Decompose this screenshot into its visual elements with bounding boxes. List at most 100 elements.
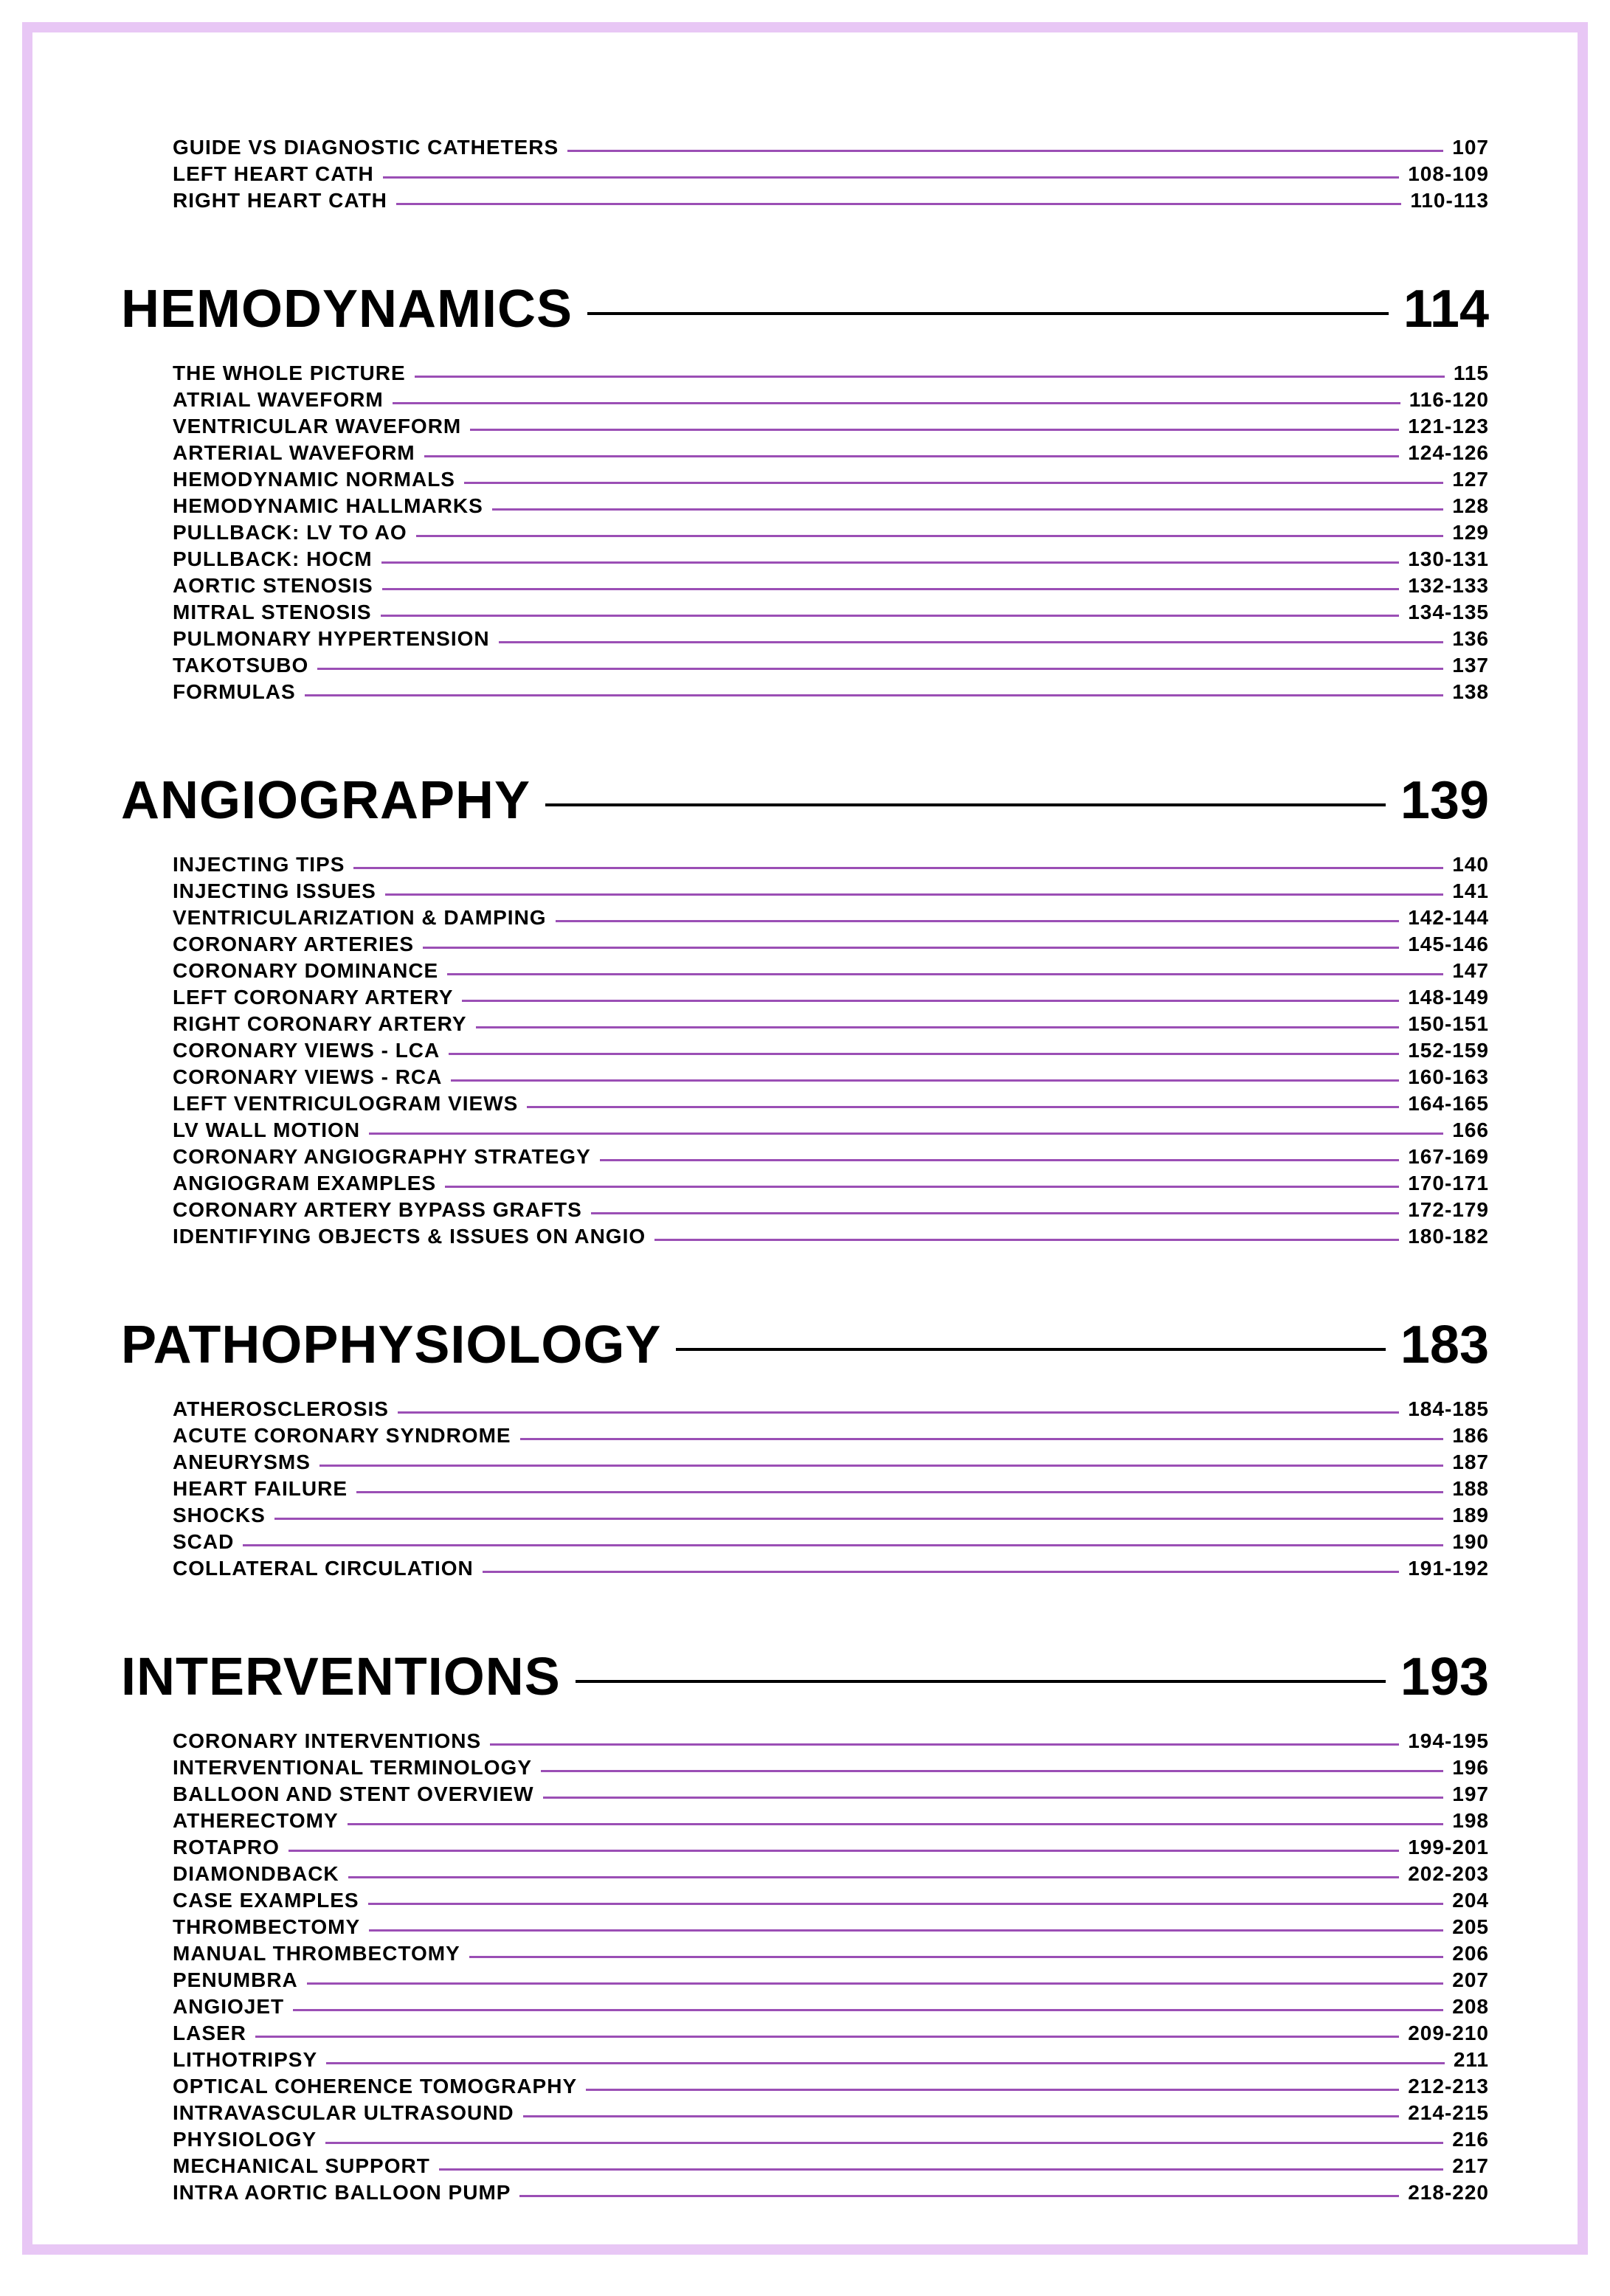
toc-entry-label: CORONARY DOMINANCE xyxy=(173,959,438,983)
toc-entry-label: MITRAL STENOSIS xyxy=(173,601,372,624)
toc-entry: THE WHOLE PICTURE115 xyxy=(173,362,1489,385)
toc-leader-line xyxy=(369,1133,1443,1135)
toc-leader-line xyxy=(293,2009,1443,2011)
toc-entry-page: 217 xyxy=(1452,2154,1489,2178)
toc-entry: ROTAPRO199-201 xyxy=(173,1836,1489,1859)
toc-entry-label: INTRAVASCULAR ULTRASOUND xyxy=(173,2101,514,2125)
toc-leader-line xyxy=(383,176,1400,179)
toc-leader-line xyxy=(556,920,1400,922)
toc-leader-line xyxy=(499,641,1444,643)
toc-entry: PHYSIOLOGY 216 xyxy=(173,2128,1489,2151)
section-rule xyxy=(545,803,1386,806)
toc-leader-line xyxy=(600,1159,1399,1161)
toc-entry-page: 148-149 xyxy=(1408,986,1489,1009)
toc-entry-label: LEFT HEART CATH xyxy=(173,162,374,186)
toc-entry: LASER209-210 xyxy=(173,2022,1489,2045)
toc-entry: INJECTING TIPS140 xyxy=(173,853,1489,876)
toc-entry-page: 196 xyxy=(1452,1756,1489,1780)
toc-entry: ANEURYSMS187 xyxy=(173,1450,1489,1474)
toc-entry: GUIDE VS DIAGNOSTIC CATHETERS107 xyxy=(173,136,1489,159)
toc-entry-label: LV WALL MOTION xyxy=(173,1118,360,1142)
toc-entry: ARTERIAL WAVEFORM124-126 xyxy=(173,441,1489,465)
toc-entry-page: 197 xyxy=(1452,1782,1489,1806)
toc-entry-label: CORONARY VIEWS - RCA xyxy=(173,1065,442,1089)
toc-entry: PENUMBRA207 xyxy=(173,1968,1489,1992)
section-page: 183 xyxy=(1400,1315,1489,1375)
toc-entry-page: 206 xyxy=(1452,1942,1489,1965)
toc-entry: FORMULAS138 xyxy=(173,680,1489,704)
toc-entry-page: 110-113 xyxy=(1410,189,1489,212)
toc-entry: INTRAVASCULAR ULTRASOUND 214-215 xyxy=(173,2101,1489,2125)
toc-entry: PULLBACK: LV TO AO 129 xyxy=(173,521,1489,544)
toc-entry: LEFT VENTRICULOGRAM VIEWS164-165 xyxy=(173,1092,1489,1116)
toc-leader-line xyxy=(356,1491,1443,1493)
toc-entry-label: PULLBACK: LV TO AO xyxy=(173,521,407,544)
toc-entry-label: PULMONARY HYPERTENSION xyxy=(173,627,490,651)
toc-entry: LEFT CORONARY ARTERY148-149 xyxy=(173,986,1489,1009)
toc-leader-line xyxy=(243,1544,1443,1546)
toc-leader-line xyxy=(393,402,1400,404)
toc-entry: INTERVENTIONAL TERMINOLOGY196 xyxy=(173,1756,1489,1780)
toc-leader-line xyxy=(447,973,1443,975)
section-title: ANGIOGRAPHY xyxy=(121,770,531,831)
toc-entry-label: PULLBACK: HOCM xyxy=(173,547,373,571)
toc-entry-page: 166 xyxy=(1452,1118,1489,1142)
toc-leader-line xyxy=(449,1053,1399,1055)
toc-leader-line xyxy=(423,947,1399,949)
toc-entry-page: 204 xyxy=(1452,1889,1489,1912)
toc-entry: CASE EXAMPLES 204 xyxy=(173,1889,1489,1912)
toc-entry-label: CASE EXAMPLES xyxy=(173,1889,359,1912)
toc-entry-page: 132-133 xyxy=(1408,574,1489,598)
toc-leader-line xyxy=(353,867,1443,869)
toc-entry-label: ATHEROSCLEROSIS xyxy=(173,1397,389,1421)
toc-leader-line xyxy=(470,429,1399,431)
toc-entry-page: 116-120 xyxy=(1409,388,1489,412)
toc-entry: LV WALL MOTION 166 xyxy=(173,1118,1489,1142)
toc-entry: ATHERECTOMY 198 xyxy=(173,1809,1489,1833)
toc-entry-page: 115 xyxy=(1454,362,1489,385)
toc-entry-label: LEFT VENTRICULOGRAM VIEWS xyxy=(173,1092,518,1116)
toc-entry-page: 170-171 xyxy=(1408,1172,1489,1195)
toc-entry: RIGHT HEART CATH110-113 xyxy=(173,189,1489,212)
toc-entry-page: 194-195 xyxy=(1408,1729,1489,1753)
toc-entry-label: ATHERECTOMY xyxy=(173,1809,339,1833)
toc-entry-label: ANEURYSMS xyxy=(173,1450,311,1474)
toc-entry-label: PHYSIOLOGY xyxy=(173,2128,317,2151)
toc-entry-label: TAKOTSUBO xyxy=(173,654,308,677)
toc-entry-label: COLLATERAL CIRCULATION xyxy=(173,1557,474,1580)
section-title: INTERVENTIONS xyxy=(121,1647,561,1707)
toc-entry-page: 137 xyxy=(1452,654,1489,677)
toc-entry-label: PENUMBRA xyxy=(173,1968,298,1992)
toc-leader-line xyxy=(348,1823,1444,1825)
toc-leader-line xyxy=(274,1518,1443,1520)
toc-leader-line xyxy=(483,1571,1399,1573)
toc-entry-page: 216 xyxy=(1452,2128,1489,2151)
toc-entry-page: 142-144 xyxy=(1408,906,1489,930)
toc-entry: MECHANICAL SUPPORT217 xyxy=(173,2154,1489,2178)
toc-entry: MANUAL THROMBECTOMY206 xyxy=(173,1942,1489,1965)
toc-entry-page: 141 xyxy=(1452,879,1489,903)
toc-leader-line xyxy=(490,1743,1399,1746)
toc-entry: COLLATERAL CIRCULATION191-192 xyxy=(173,1557,1489,1580)
toc-entry-label: SCAD xyxy=(173,1530,234,1554)
intro-entries: GUIDE VS DIAGNOSTIC CATHETERS107 LEFT HEA… xyxy=(121,136,1489,212)
toc-entry: VENTRICULAR WAVEFORM121-123 xyxy=(173,415,1489,438)
toc-entry: ANGIOJET208 xyxy=(173,1995,1489,2019)
toc-entry-label: GUIDE VS DIAGNOSTIC CATHETERS xyxy=(173,136,559,159)
toc-entry: CORONARY DOMINANCE147 xyxy=(173,959,1489,983)
section-rule xyxy=(676,1348,1385,1351)
toc-entry: THROMBECTOMY205 xyxy=(173,1915,1489,1939)
toc-entry-label: THROMBECTOMY xyxy=(173,1915,360,1939)
toc-entry: OPTICAL COHERENCE TOMOGRAPHY212-213 xyxy=(173,2075,1489,2098)
toc-entry: TAKOTSUBO 137 xyxy=(173,654,1489,677)
toc-entry: CORONARY ARTERY BYPASS GRAFTS172-179 xyxy=(173,1198,1489,1222)
toc-entry-page: 198 xyxy=(1452,1809,1489,1833)
toc-entry-page: 129 xyxy=(1452,521,1489,544)
toc-entry-label: ROTAPRO xyxy=(173,1836,280,1859)
toc-entry: ATHEROSCLEROSIS184-185 xyxy=(173,1397,1489,1421)
toc-entry: CORONARY VIEWS - RCA160-163 xyxy=(173,1065,1489,1089)
toc-entry-page: 152-159 xyxy=(1408,1039,1489,1062)
toc-leader-line xyxy=(382,588,1400,590)
toc-entry-label: ANGIOJET xyxy=(173,1995,284,2019)
toc-entry-page: 214-215 xyxy=(1408,2101,1489,2125)
